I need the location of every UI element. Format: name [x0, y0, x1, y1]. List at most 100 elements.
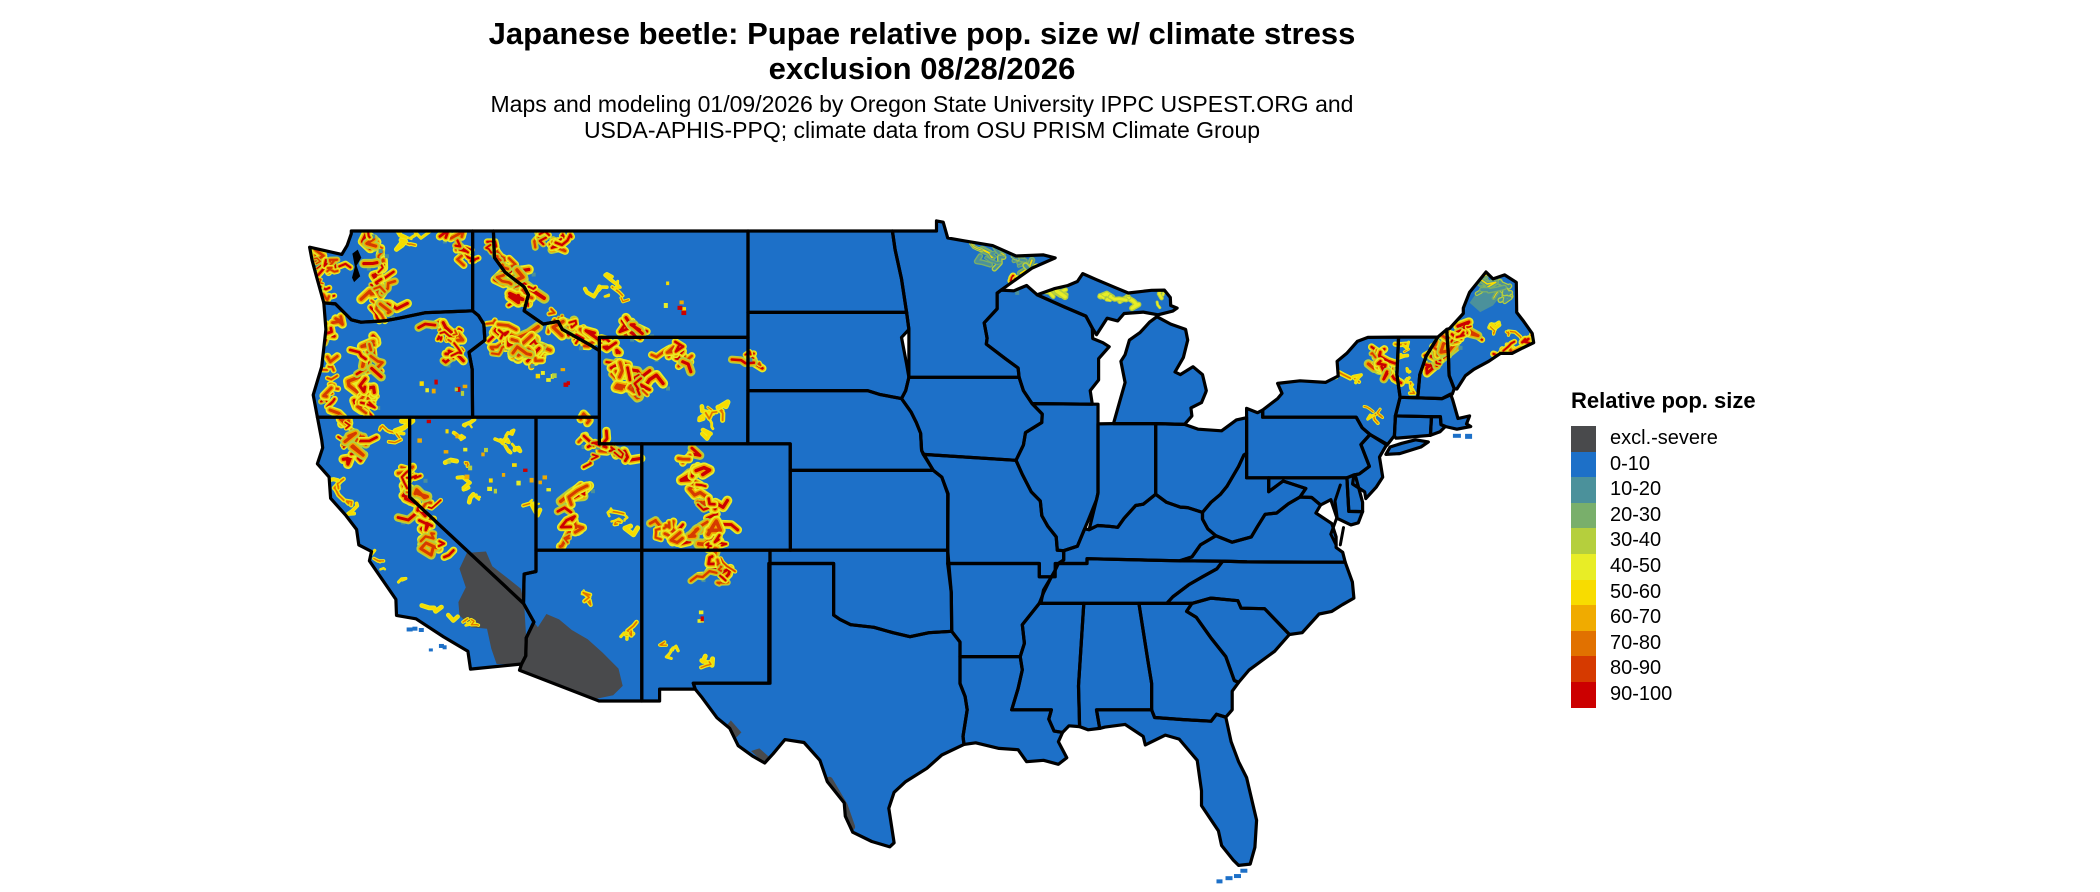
state-ms: [1011, 600, 1084, 733]
state-ma: [1395, 394, 1471, 430]
state-sc: [1186, 598, 1290, 683]
island-dot: [428, 648, 433, 652]
puget-sound-mark: [352, 249, 362, 283]
legend-swatch: [1571, 502, 1596, 529]
state-mil: [1113, 316, 1207, 425]
state-fills: [309, 220, 1534, 866]
state-border-fl: [1094, 708, 1259, 867]
state-border-tx: [691, 561, 969, 849]
state-fl: [1096, 709, 1257, 866]
island-dot: [1216, 879, 1223, 884]
map-subtitle-line2: USDA-APHIS-PPQ; climate data from OSU PR…: [583, 117, 1261, 143]
state-ct: [1394, 415, 1432, 439]
legend-item: 50-60: [1571, 579, 1756, 606]
legend-swatch: [1571, 528, 1596, 554]
state-ar: [947, 563, 1052, 657]
state-ga: [1138, 603, 1239, 722]
state-nd: [748, 231, 907, 313]
state-borders: [308, 219, 1536, 867]
map-title: Japanese beetle: Pupae relative pop. siz…: [222, 16, 1622, 86]
state-border-miu: [1035, 272, 1179, 337]
island-dot: [418, 628, 424, 632]
state-de: [1346, 474, 1363, 512]
legend-item: 70-80: [1571, 630, 1756, 657]
island-dot: [438, 643, 444, 648]
legend-swatch: [1571, 630, 1596, 657]
state-mo: [923, 454, 1064, 577]
state-nv: [409, 417, 536, 604]
state-nc: [1166, 561, 1354, 635]
legend-item: 10-20: [1571, 477, 1756, 503]
legend-label: 70-80: [1610, 631, 1662, 654]
state-pa: [1246, 408, 1370, 478]
state-border-mil: [1111, 315, 1208, 426]
legend-item: 40-50: [1571, 553, 1756, 580]
legend-label: 0-10: [1610, 452, 1651, 475]
state-border-li: [1384, 438, 1430, 456]
legend-item: 30-40: [1571, 528, 1756, 554]
legend-swatch: [1571, 579, 1596, 606]
state-border-nj: [1351, 432, 1389, 501]
state-al: [1078, 603, 1152, 730]
water-marks: [352, 249, 1345, 547]
legend-label: 60-70: [1610, 606, 1662, 629]
legend-label: 10-20: [1610, 478, 1662, 501]
legend-swatch: [1571, 681, 1596, 708]
legend-item: 20-30: [1571, 502, 1756, 529]
island-dot: [406, 627, 413, 632]
map-title-line1: Japanese beetle: Pupae relative pop. siz…: [488, 16, 1356, 51]
legend-swatch: [1571, 477, 1596, 503]
chesapeake-bay-mark: [1338, 526, 1345, 547]
legend-label: excl.-severe: [1610, 427, 1718, 449]
legend-swatch: [1571, 426, 1596, 452]
state-ne: [747, 390, 934, 471]
us-map: [308, 219, 1536, 884]
state-border-ny: [1261, 335, 1402, 447]
map-subtitle: Maps and modeling 01/09/2026 by Oregon S…: [222, 91, 1622, 143]
map-legend: Relative pop. size excl.-severe 0-10 10-20…: [1571, 388, 1756, 708]
state-nm: [641, 550, 770, 701]
map-title-line2: exclusion 08/28/2026: [768, 51, 1076, 86]
legend-label: 90-100: [1610, 682, 1673, 705]
island-dot: [442, 645, 447, 650]
state-ks: [790, 470, 949, 551]
state-miu: [1037, 273, 1178, 335]
island-dots: [406, 433, 1473, 884]
island-dot: [1234, 874, 1241, 879]
legend-title: Relative pop. size: [1571, 388, 1756, 413]
legend-item: 80-90: [1571, 656, 1756, 682]
state-li: [1385, 439, 1429, 455]
state-border-sc: [1185, 596, 1291, 684]
state-ia: [901, 377, 1043, 461]
legend-label: 80-90: [1610, 657, 1662, 680]
state-border-me: [1445, 270, 1536, 391]
legend-swatch: [1571, 605, 1596, 631]
legend-items: excl.-severe 0-10 10-20 20-30 30-40 40-50 50-6…: [1571, 426, 1756, 708]
island-dot: [1240, 868, 1248, 873]
legend-label: 20-30: [1610, 503, 1662, 526]
state-il: [1016, 403, 1098, 551]
state-me: [1446, 272, 1534, 389]
state-va: [1179, 497, 1346, 563]
map-subtitle-line1: Maps and modeling 01/09/2026 by Oregon S…: [490, 91, 1354, 117]
state-ind: [1089, 423, 1156, 530]
island-dot: [1452, 433, 1461, 438]
state-ri: [1430, 416, 1446, 436]
legend-swatch: [1571, 656, 1596, 682]
legend-item: 60-70: [1571, 605, 1756, 631]
legend-item: 0-10: [1571, 451, 1756, 478]
island-dot: [412, 626, 418, 631]
legend-label: 30-40: [1610, 529, 1662, 552]
state-wv: [1202, 453, 1306, 543]
island-dot: [1465, 433, 1473, 439]
legend-swatch: [1571, 451, 1596, 478]
legend-label: 50-60: [1610, 580, 1662, 603]
legend-label: 40-50: [1610, 554, 1662, 577]
state-ok: [770, 550, 952, 637]
legend-item: excl.-severe: [1571, 426, 1756, 452]
legend-item: 90-100: [1571, 681, 1756, 708]
legend-swatch: [1571, 553, 1596, 580]
state-sd: [748, 312, 909, 399]
island-dot: [1225, 876, 1233, 881]
